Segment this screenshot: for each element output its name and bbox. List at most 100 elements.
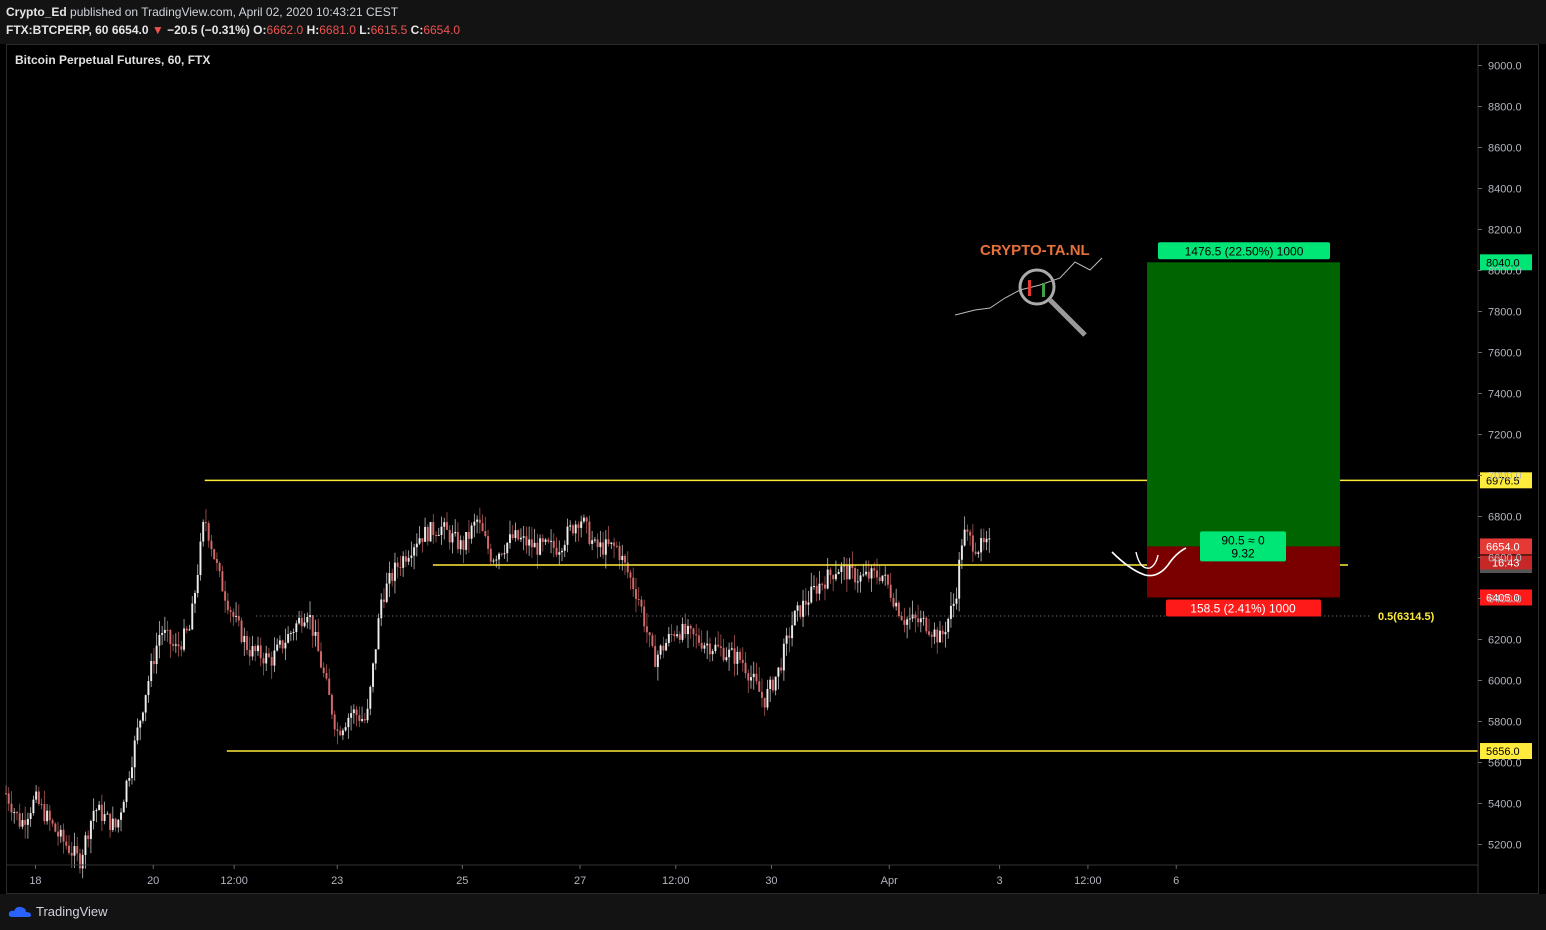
candle-body [744,662,747,674]
candle-body [152,661,155,665]
candle-body [374,649,377,664]
candle-body [769,679,772,690]
candle-body [884,574,887,576]
candle-body [826,569,829,589]
candle-body [215,559,218,563]
candle-body [109,813,112,830]
drawn-curve[interactable] [1135,551,1159,569]
candle-body [95,810,98,812]
candle-body [780,667,783,671]
candle-body [700,642,703,649]
candle-body [5,793,7,795]
candle-body [330,694,333,715]
publish-info: Crypto_Ed published on TradingView.com, … [6,5,398,19]
candle-body [459,540,462,550]
candle-body [569,525,572,527]
candle-body [98,804,101,811]
price-axis[interactable]: 9000.0 8800.0 8600.0 8400.0 8200.0 8000.0 7800… [1477,44,1522,894]
time-tick-label: 6 [1173,875,1179,887]
candle-body [89,821,92,839]
candle-body [752,673,755,678]
candle-body [552,540,555,548]
candle-body [325,673,328,679]
chart-frame[interactable] [6,44,1539,894]
drawn-curve[interactable] [1111,547,1187,577]
candle-body [875,570,878,578]
candle-body [139,720,142,728]
candle-body [941,630,944,635]
candle-body [128,778,131,781]
candle-body [574,524,577,534]
candle-body [952,603,955,606]
candle-body [977,552,980,554]
candle-body [256,645,259,652]
candle-body [717,644,720,647]
candle-body [906,619,909,625]
candle-body [856,581,859,583]
candle-body [561,550,564,553]
down-arrow-icon: ▼ [151,23,164,37]
candle-body [725,657,728,661]
candle-body [169,630,172,644]
candle-body [40,803,43,805]
position-tool[interactable]: 1476.5 (22.50%) 1000 158.5 (2.41%) 1000 90… [1111,242,1532,617]
target-axis-label: 8040.0 [1486,257,1520,269]
candle-body [202,521,205,542]
candle-body [889,584,892,598]
candle-body [867,571,870,579]
candle-body [626,562,629,573]
candle-body [938,630,941,643]
price-tick-label: 7800.0 [1488,307,1522,319]
candle-body [500,553,503,555]
candle-body [585,517,588,522]
candle-body [309,615,312,618]
candle-body [84,835,87,855]
candle-body [610,542,613,544]
profit-zone[interactable] [1147,262,1340,547]
candle-body [886,574,889,585]
time-axis[interactable]: 18 20 12:00 23 25 27 12:00 30 Apr 3 12:00 6 [6,864,1478,887]
candle-body [596,539,599,548]
candle-body [949,605,952,619]
candle-body [473,521,476,526]
candle-body [689,625,692,629]
time-tick-label: 18 [29,875,41,887]
candle-body [684,623,687,635]
candle-body [59,829,62,837]
candle-body [541,538,544,542]
candle-body [692,628,695,635]
candle-body [248,650,251,657]
candle-body [917,618,920,623]
candle-body [555,547,558,555]
tradingview-logo[interactable]: TradingView [8,904,108,919]
author-name[interactable]: Crypto_Ed [6,5,67,19]
candle-body [43,804,46,822]
candle-body [708,643,711,655]
candle-body [793,610,796,626]
candle-body [339,730,342,736]
watermark-logo: CRYPTO-TA.NL [954,242,1103,337]
candle-body [284,642,287,649]
candle-body [166,629,169,631]
candle-body [161,632,164,635]
price-tick-label: 8400.0 [1488,184,1522,196]
publish-text: published on TradingView.com, April 02, … [70,5,399,19]
candle-body [484,531,487,537]
candle-body [133,740,136,768]
candle-body [347,717,350,728]
target-label: 1476.5 (22.50%) 1000 [1185,244,1304,258]
candle-body [372,663,375,687]
candle-body [632,577,635,590]
candle-body [454,531,457,534]
candle-body [221,571,224,592]
candle-body [848,564,851,580]
candle-body [65,841,68,846]
candle-body [722,647,725,661]
candle-body [470,525,473,539]
candle-body [424,526,427,542]
candle-body [588,521,591,544]
candle-body [193,593,196,604]
candle-body [489,548,492,562]
candle-body [807,602,810,605]
